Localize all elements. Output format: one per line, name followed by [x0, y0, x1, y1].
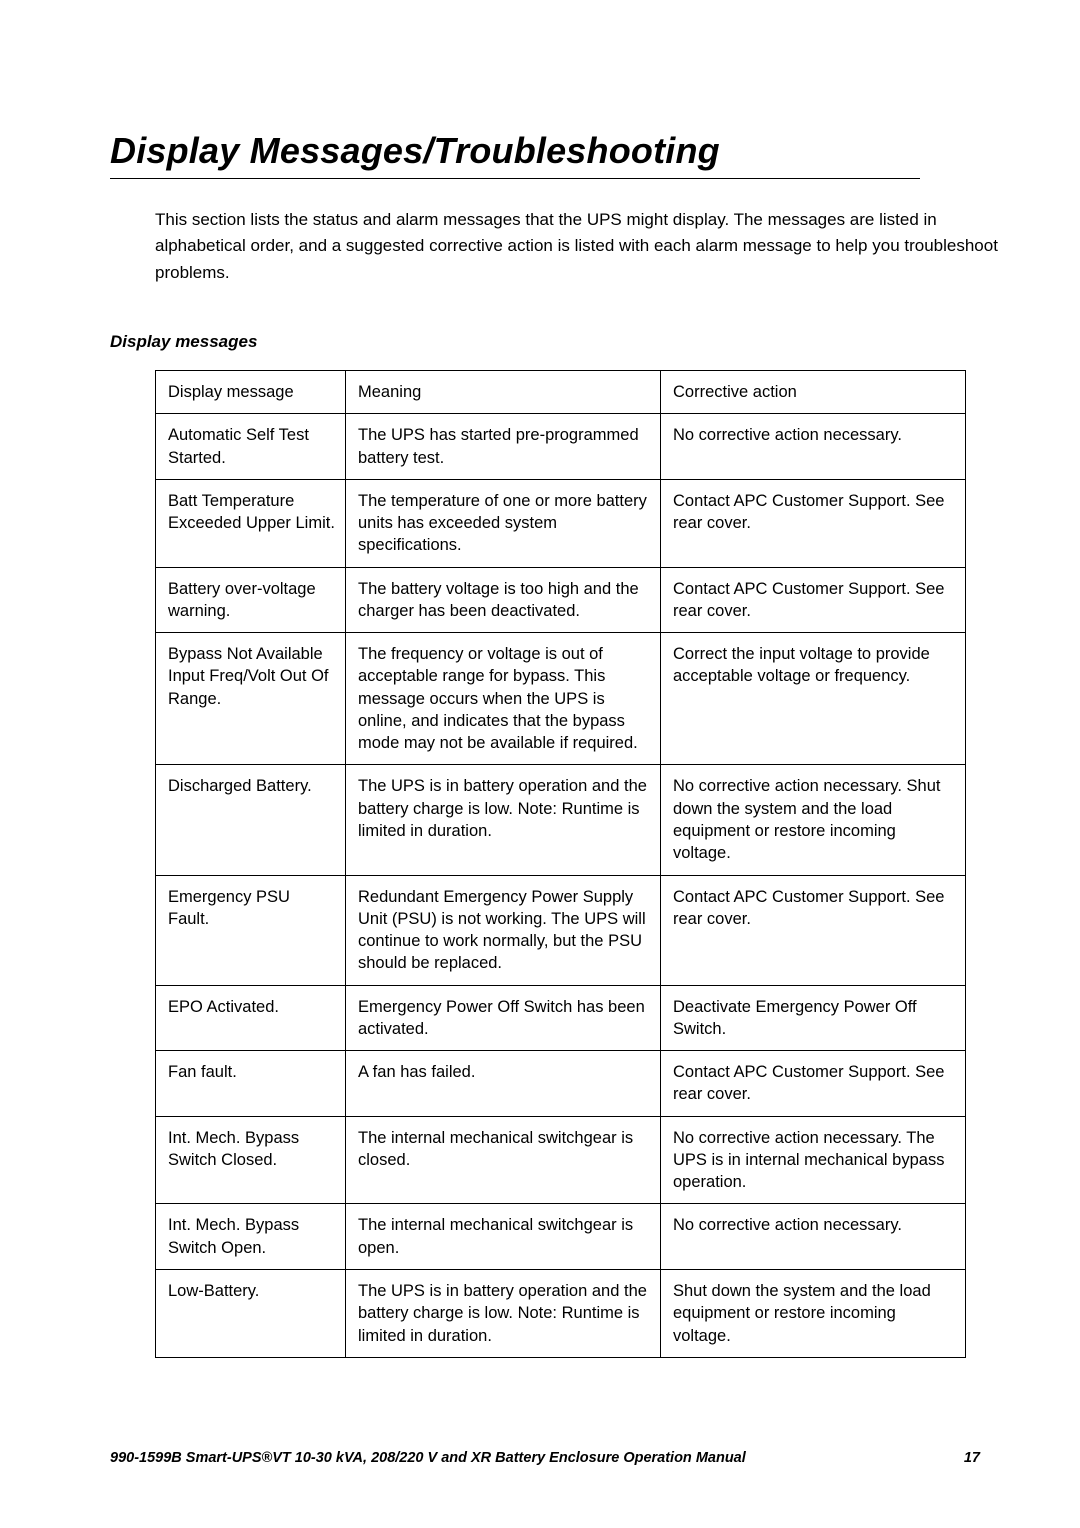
table-row: Bypass Not Available Input Freq/Volt Out…: [156, 633, 966, 765]
table-row: EPO Activated. Emergency Power Off Switc…: [156, 985, 966, 1051]
cell-message: EPO Activated.: [156, 985, 346, 1051]
cell-meaning: The frequency or voltage is out of accep…: [346, 633, 661, 765]
table-row: Low-Battery. The UPS is in battery opera…: [156, 1270, 966, 1358]
cell-meaning: The internal mechanical switchgear is op…: [346, 1204, 661, 1270]
cell-meaning: Emergency Power Off Switch has been acti…: [346, 985, 661, 1051]
cell-message: Int. Mech. Bypass Switch Closed.: [156, 1116, 346, 1204]
page-title: Display Messages/Troubleshooting: [110, 130, 1000, 172]
cell-meaning: Redundant Emergency Power Supply Unit (P…: [346, 875, 661, 985]
page-footer: 990-1599B Smart-UPS®VT 10-30 kVA, 208/22…: [110, 1450, 980, 1466]
cell-action: Contact APC Customer Support. See rear c…: [661, 479, 966, 567]
cell-message: Int. Mech. Bypass Switch Open.: [156, 1204, 346, 1270]
cell-message: Automatic Self Test Started.: [156, 414, 346, 480]
footer-text: 990-1599B Smart-UPS®VT 10-30 kVA, 208/22…: [110, 1450, 746, 1466]
cell-action: Correct the input voltage to provide acc…: [661, 633, 966, 765]
table-row: Int. Mech. Bypass Switch Open. The inter…: [156, 1204, 966, 1270]
table-wrapper: Display message Meaning Corrective actio…: [155, 370, 1000, 1358]
cell-meaning: The temperature of one or more battery u…: [346, 479, 661, 567]
cell-message: Fan fault.: [156, 1051, 346, 1117]
table-row: Emergency PSU Fault. Redundant Emergency…: [156, 875, 966, 985]
intro-paragraph: This section lists the status and alarm …: [155, 207, 1000, 286]
col-header-message: Display message: [156, 371, 346, 414]
section-heading: Display messages: [110, 332, 1000, 352]
cell-message: Emergency PSU Fault.: [156, 875, 346, 985]
col-header-meaning: Meaning: [346, 371, 661, 414]
cell-action: No corrective action necessary.: [661, 414, 966, 480]
table-header-row: Display message Meaning Corrective actio…: [156, 371, 966, 414]
table-row: Battery over-voltage warning. The batter…: [156, 567, 966, 633]
cell-action: Contact APC Customer Support. See rear c…: [661, 567, 966, 633]
cell-action: Shut down the system and the load equipm…: [661, 1270, 966, 1358]
cell-action: Deactivate Emergency Power Off Switch.: [661, 985, 966, 1051]
cell-message: Battery over-voltage warning.: [156, 567, 346, 633]
cell-meaning: The internal mechanical switchgear is cl…: [346, 1116, 661, 1204]
table-row: Fan fault. A fan has failed. Contact APC…: [156, 1051, 966, 1117]
cell-action: No corrective action necessary. The UPS …: [661, 1116, 966, 1204]
table-row: Int. Mech. Bypass Switch Closed. The int…: [156, 1116, 966, 1204]
cell-meaning: The UPS is in battery operation and the …: [346, 1270, 661, 1358]
cell-meaning: The battery voltage is too high and the …: [346, 567, 661, 633]
messages-table: Display message Meaning Corrective actio…: [155, 370, 966, 1358]
cell-meaning: A fan has failed.: [346, 1051, 661, 1117]
cell-meaning: The UPS is in battery operation and the …: [346, 765, 661, 875]
cell-action: Contact APC Customer Support. See rear c…: [661, 875, 966, 985]
cell-action: No corrective action necessary. Shut dow…: [661, 765, 966, 875]
cell-action: Contact APC Customer Support. See rear c…: [661, 1051, 966, 1117]
table-row: Batt Temperature Exceeded Upper Limit. T…: [156, 479, 966, 567]
cell-message: Bypass Not Available Input Freq/Volt Out…: [156, 633, 346, 765]
table-row: Automatic Self Test Started. The UPS has…: [156, 414, 966, 480]
cell-message: Discharged Battery.: [156, 765, 346, 875]
col-header-action: Corrective action: [661, 371, 966, 414]
document-page: Display Messages/Troubleshooting This se…: [0, 0, 1080, 1358]
page-number: 17: [964, 1450, 980, 1466]
cell-action: No corrective action necessary.: [661, 1204, 966, 1270]
table-row: Discharged Battery. The UPS is in batter…: [156, 765, 966, 875]
cell-meaning: The UPS has started pre-programmed batte…: [346, 414, 661, 480]
cell-message: Batt Temperature Exceeded Upper Limit.: [156, 479, 346, 567]
title-divider: [110, 178, 920, 179]
cell-message: Low-Battery.: [156, 1270, 346, 1358]
